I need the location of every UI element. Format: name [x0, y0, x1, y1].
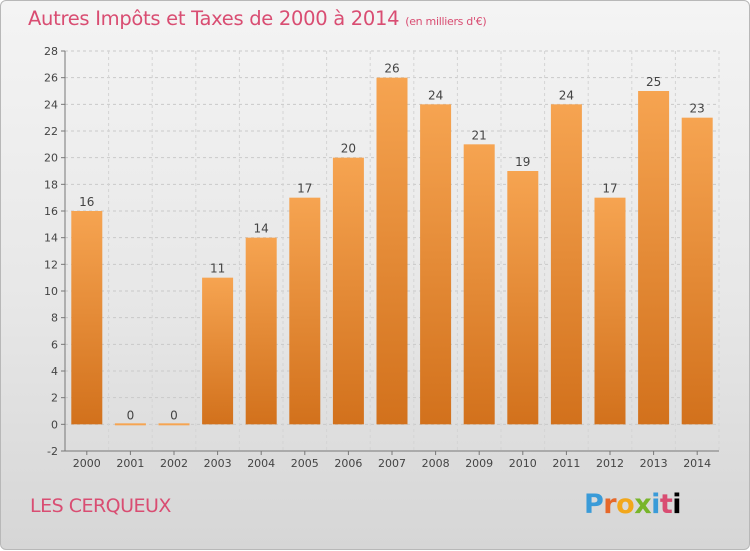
- bar: [245, 237, 277, 425]
- bar: [202, 277, 234, 425]
- y-tick-label: -2: [47, 445, 58, 458]
- y-tick-label: 0: [51, 418, 58, 431]
- x-tick-label: 2014: [683, 457, 711, 470]
- y-tick-label: 16: [44, 205, 58, 218]
- chart-title-text: Autres Impôts et Taxes de 2000 à 2014: [28, 7, 400, 30]
- bar-value-label: 23: [690, 102, 705, 116]
- y-tick-label: 4: [51, 365, 58, 378]
- y-tick-label: 18: [44, 178, 58, 191]
- y-tick-label: 26: [44, 72, 58, 85]
- x-tick-label: 2013: [640, 457, 668, 470]
- bar-value-label: 24: [428, 88, 443, 102]
- proxiti-logo: Proxiti: [584, 489, 682, 520]
- x-tick-label: 2007: [378, 457, 406, 470]
- x-tick-label: 2010: [509, 457, 537, 470]
- bar: [638, 91, 670, 425]
- bar-value-label: 11: [210, 262, 225, 276]
- bar: [463, 144, 495, 425]
- bar-value-label: 16: [79, 195, 94, 209]
- bar-value-label: 17: [602, 182, 617, 196]
- y-tick-label: 12: [44, 258, 58, 271]
- bar-value-label: 25: [646, 75, 661, 89]
- x-tick-label: 2012: [596, 457, 624, 470]
- bar: [332, 157, 364, 425]
- bar: [550, 104, 582, 425]
- x-tick-label: 2003: [204, 457, 232, 470]
- bar-value-label: 24: [559, 88, 574, 102]
- x-tick-label: 2009: [465, 457, 493, 470]
- bar-value-label: 0: [127, 408, 135, 422]
- x-tick-label: 2004: [247, 457, 275, 470]
- x-tick-label: 2008: [422, 457, 450, 470]
- bar: [114, 423, 146, 426]
- bar: [681, 117, 713, 425]
- x-tick-label: 2006: [334, 457, 362, 470]
- location-name: LES CERQUEUX: [30, 495, 171, 517]
- y-tick-label: 24: [44, 98, 58, 111]
- bar: [594, 197, 626, 425]
- bar-value-label: 21: [472, 128, 487, 142]
- y-tick-label: 10: [44, 285, 58, 298]
- bar: [376, 77, 408, 425]
- y-tick-label: 8: [51, 312, 58, 325]
- bar: [289, 197, 321, 425]
- x-tick-label: 2011: [552, 457, 580, 470]
- bar-value-label: 17: [297, 182, 312, 196]
- y-tick-label: 6: [51, 338, 58, 351]
- bar-value-label: 26: [384, 62, 399, 76]
- x-tick-label: 2005: [291, 457, 319, 470]
- chart-subtitle: (en milliers d'€): [405, 15, 487, 28]
- x-tick-label: 2000: [73, 457, 101, 470]
- bar: [420, 104, 452, 425]
- x-tick-label: 2001: [116, 457, 144, 470]
- y-tick-label: 2: [51, 392, 58, 405]
- bar-value-label: 19: [515, 155, 530, 169]
- x-tick-label: 2002: [160, 457, 188, 470]
- bar-value-label: 20: [341, 142, 356, 156]
- bar-value-label: 0: [170, 408, 178, 422]
- chart-title: Autres Impôts et Taxes de 2000 à 2014 (en…: [28, 7, 487, 30]
- y-tick-label: 28: [44, 45, 58, 58]
- bar: [158, 423, 190, 426]
- y-tick-label: 20: [44, 152, 58, 165]
- bar: [71, 211, 103, 425]
- bar-value-label: 14: [254, 222, 269, 236]
- y-tick-label: 14: [44, 232, 58, 245]
- bar: [507, 171, 539, 425]
- y-tick-label: 22: [44, 125, 58, 138]
